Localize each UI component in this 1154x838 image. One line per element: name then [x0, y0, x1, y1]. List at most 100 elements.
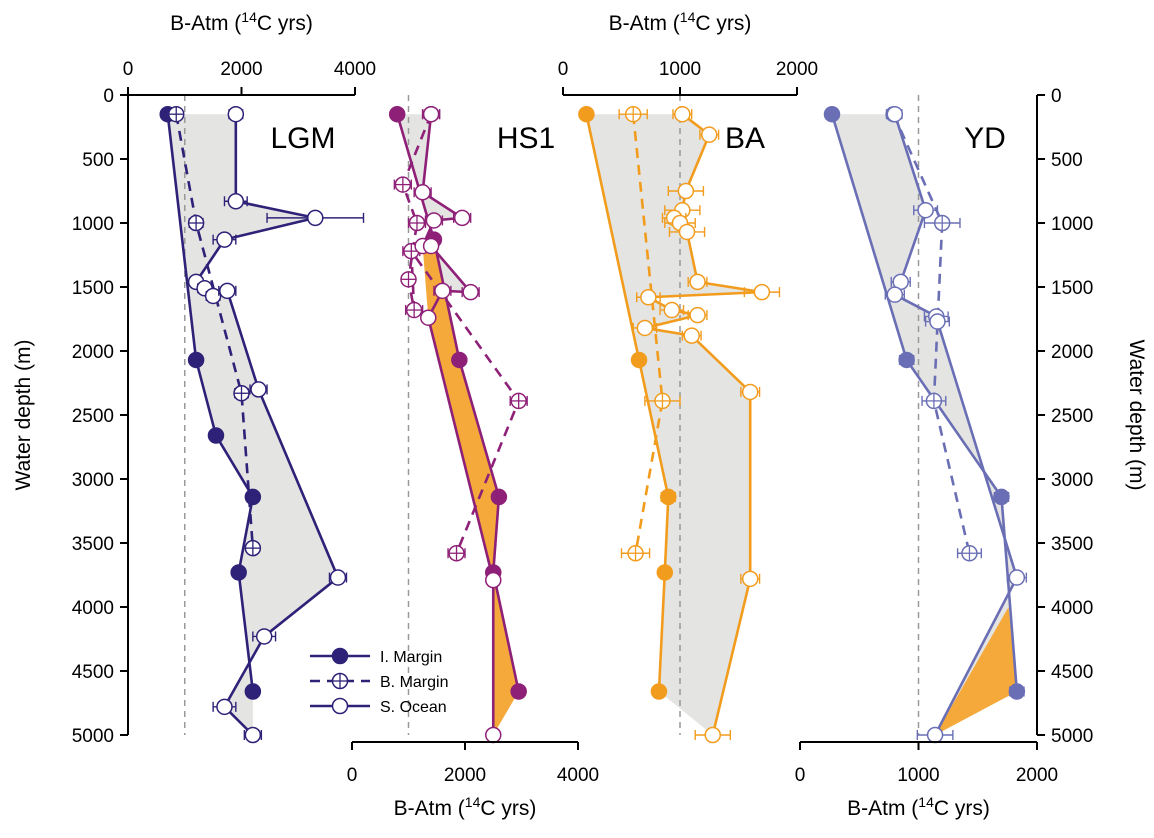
series-line-b-margin — [631, 114, 664, 554]
data-point-open — [689, 306, 706, 324]
panel-hs1: HS1 0 2000 4000 — [347, 95, 599, 786]
x-axis-title-hs1: B-Atm (14C yrs) — [394, 794, 537, 820]
data-point-open — [307, 209, 324, 227]
data-point-open — [250, 381, 267, 398]
data-point-open — [926, 726, 944, 744]
x-tick-label: 0 — [347, 765, 358, 786]
panel-lgm: LGM 0 2000 4000 — [123, 59, 376, 744]
data-point-filled — [898, 351, 915, 369]
legend-label: S. Ocean — [380, 699, 447, 716]
y-tick-label-right: 4000 — [1051, 598, 1093, 619]
panel-title-hs1: HS1 — [497, 122, 555, 155]
data-point-open — [331, 697, 349, 715]
data-point-filled — [187, 351, 205, 369]
y-tick-label-right: 500 — [1051, 150, 1083, 171]
shading-gray — [167, 114, 338, 735]
y-tick-label-left: 1000 — [72, 214, 114, 235]
data-point-open — [216, 698, 233, 716]
y-tick-label-left: 2500 — [72, 406, 114, 427]
data-point-filled — [510, 683, 527, 700]
data-point-open — [753, 283, 771, 301]
data-point-open — [422, 237, 440, 255]
data-point-open — [741, 570, 759, 588]
x-axis-title-lgm: B-Atm (14C yrs) — [170, 9, 313, 35]
data-point-open — [425, 212, 443, 229]
data-point-filled — [244, 488, 262, 506]
x-tick-label: 0 — [558, 59, 569, 80]
y-tick-label-left: 3000 — [72, 470, 114, 491]
data-point-filled — [1008, 683, 1026, 700]
data-point-filled — [650, 683, 668, 700]
shading-gray — [586, 114, 762, 735]
y-tick-label-left: 2000 — [72, 342, 114, 363]
data-point-open — [636, 319, 654, 337]
x-axis-title-ba: B-Atm (14C yrs) — [609, 9, 752, 35]
y-tick-label-left: 5000 — [72, 726, 114, 747]
panel-title-lgm: LGM — [270, 122, 335, 155]
y-tick-label-right: 0 — [1051, 86, 1062, 107]
panel-title-ba: BA — [725, 122, 765, 155]
x-tick-label: 0 — [123, 59, 134, 80]
legend-label: I. Margin — [380, 649, 442, 666]
data-point-open — [414, 184, 431, 201]
x-tick-label: 0 — [795, 765, 806, 786]
series-line-b-margin — [401, 113, 520, 554]
data-point-filled — [207, 427, 225, 444]
data-point-open — [689, 273, 706, 291]
data-point-filled — [331, 647, 349, 665]
series-line-b-margin — [174, 113, 255, 549]
data-point-open — [674, 105, 691, 123]
y-tick-label-left: 1500 — [72, 278, 114, 299]
data-point-filled — [578, 105, 595, 123]
data-point-open — [886, 105, 904, 123]
y-axis-title-right: Water depth (m) — [1125, 340, 1148, 491]
y-axis-title-left: Water depth (m) — [12, 340, 35, 491]
data-point-filled — [490, 488, 508, 506]
y-tick-label-left: 4000 — [72, 598, 114, 619]
data-point-open — [663, 301, 681, 319]
legend-label: B. Margin — [380, 674, 448, 691]
data-point-filled — [230, 564, 247, 581]
panel-ba: BA 0 1000 2000 — [558, 59, 818, 744]
y-tick-label-left: 4500 — [72, 662, 114, 683]
x-tick-label: 2000 — [776, 59, 818, 80]
data-point-open — [329, 569, 347, 586]
x-tick-label: 4000 — [334, 59, 376, 80]
y-tick-label-right: 4500 — [1051, 662, 1093, 683]
data-point-open — [462, 283, 479, 301]
data-point-open — [640, 288, 657, 306]
data-point-filled — [656, 564, 674, 581]
data-point-open — [741, 383, 759, 401]
data-point-open — [227, 105, 245, 123]
y-tick-label-right: 5000 — [1051, 726, 1093, 747]
data-point-open — [678, 223, 696, 241]
data-point-open — [244, 726, 262, 744]
data-point-open — [422, 105, 440, 123]
data-point-open — [255, 628, 273, 645]
y-tick-label-right: 2500 — [1051, 406, 1093, 427]
series-line-i-margin — [166, 114, 255, 692]
data-point-filled — [451, 351, 468, 369]
y-tick-label-right: 2000 — [1051, 342, 1093, 363]
data-point-open — [453, 209, 471, 227]
data-point-open — [929, 313, 946, 330]
y-tick-label-left: 0 — [103, 86, 114, 107]
legend: I. Margin B. Margin S. Ocean — [310, 647, 448, 716]
data-point-open — [701, 126, 718, 143]
y-tick-label-left: 3500 — [72, 534, 114, 555]
x-tick-label: 4000 — [557, 765, 599, 786]
y-tick-label-right: 1000 — [1051, 214, 1093, 235]
x-axis-title-yd: B-Atm (14C yrs) — [847, 794, 990, 820]
data-point-open — [227, 192, 245, 210]
shading-orange — [935, 607, 1017, 735]
data-point-open — [219, 282, 236, 300]
x-tick-label: 2000 — [444, 765, 486, 786]
data-point-open — [216, 231, 233, 248]
panel-title-yd: YD — [964, 122, 1006, 155]
panel-yd: YD 0 1000 2000 — [795, 95, 1058, 786]
y-tick-label-right: 1500 — [1051, 278, 1093, 299]
data-point-filled — [388, 105, 406, 123]
y-tick-label-right: 3000 — [1051, 470, 1093, 491]
